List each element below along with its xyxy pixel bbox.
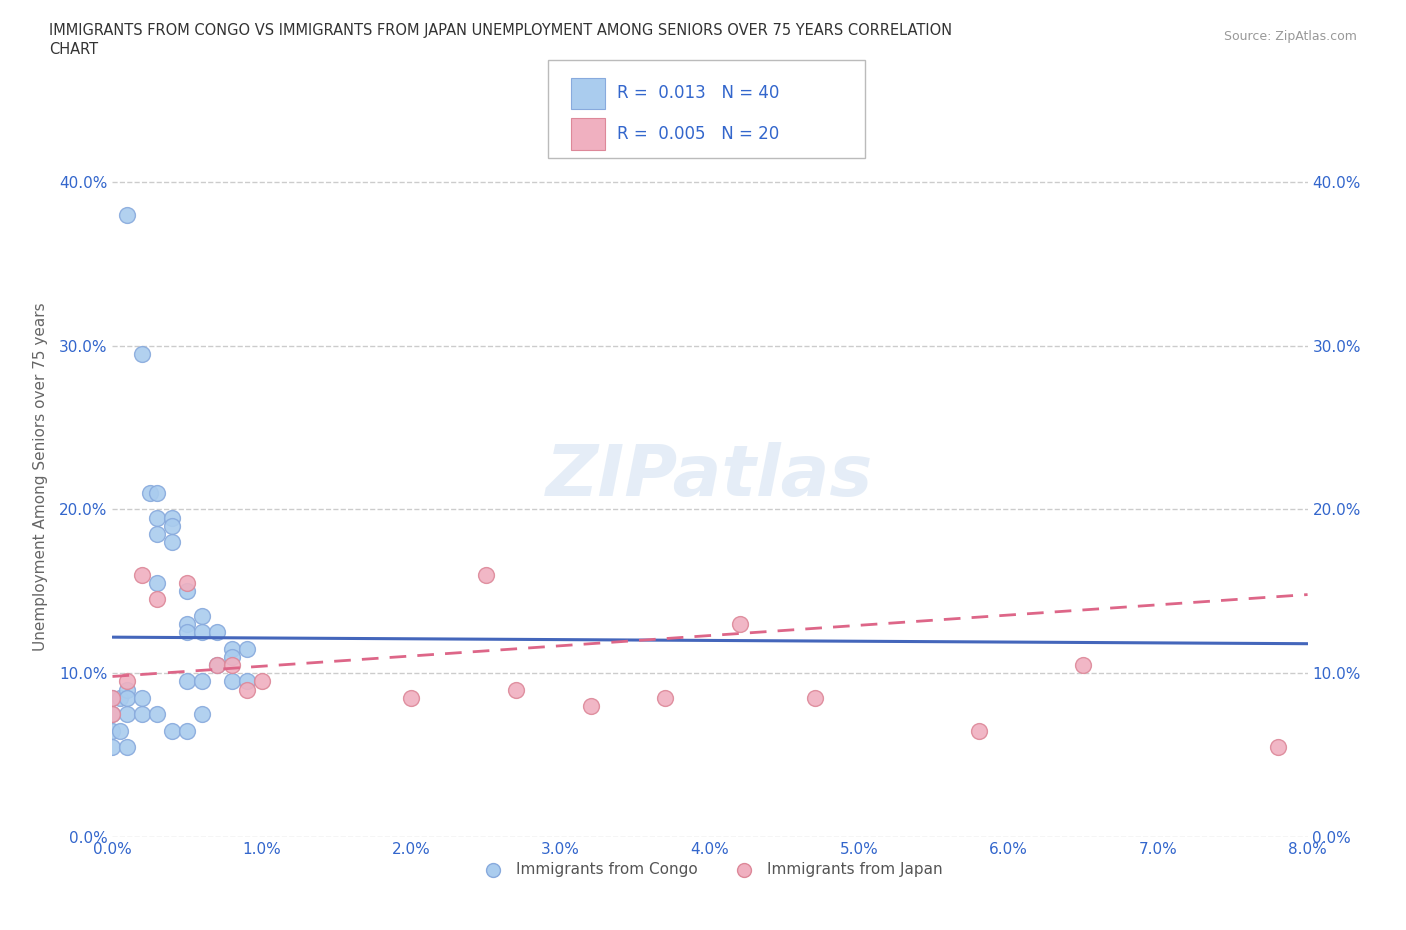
Point xyxy=(654,690,676,705)
Point xyxy=(176,724,198,738)
Point xyxy=(108,724,131,738)
Point xyxy=(221,649,243,664)
Point xyxy=(101,707,124,722)
Point xyxy=(176,617,198,631)
Point xyxy=(176,674,198,689)
Point xyxy=(728,617,751,631)
Point xyxy=(117,707,139,722)
Point xyxy=(146,526,169,541)
Point xyxy=(191,707,214,722)
Point xyxy=(191,625,214,640)
Point xyxy=(162,511,183,525)
Point xyxy=(139,485,162,500)
Point xyxy=(475,567,498,582)
Point xyxy=(191,674,214,689)
Point xyxy=(131,690,153,705)
Point xyxy=(176,584,198,599)
Point xyxy=(146,592,169,607)
Point xyxy=(205,658,228,672)
Point xyxy=(236,641,259,656)
Point xyxy=(146,576,169,591)
Point xyxy=(131,707,153,722)
Point xyxy=(250,674,273,689)
Point xyxy=(146,511,169,525)
Point xyxy=(117,682,139,697)
Point xyxy=(108,690,131,705)
Text: R =  0.005   N = 20: R = 0.005 N = 20 xyxy=(617,125,779,143)
Point xyxy=(162,724,183,738)
Point xyxy=(117,690,139,705)
Point xyxy=(131,567,153,582)
Text: ZIPatlas: ZIPatlas xyxy=(547,442,873,512)
Point xyxy=(101,690,124,705)
Legend: Immigrants from Congo, Immigrants from Japan: Immigrants from Congo, Immigrants from J… xyxy=(472,857,948,884)
Point xyxy=(579,698,602,713)
Point xyxy=(1073,658,1095,672)
Point xyxy=(505,682,527,697)
Point xyxy=(101,690,124,705)
Point xyxy=(1267,739,1289,754)
Point xyxy=(803,690,825,705)
Point xyxy=(236,674,259,689)
Point xyxy=(117,674,139,689)
Point xyxy=(221,674,243,689)
Point xyxy=(205,625,228,640)
Text: CHART: CHART xyxy=(49,42,98,57)
Point xyxy=(176,625,198,640)
Point xyxy=(191,608,214,623)
Point xyxy=(221,658,243,672)
Point xyxy=(146,485,169,500)
Point xyxy=(117,739,139,754)
Point xyxy=(101,707,124,722)
Point xyxy=(101,724,124,738)
Point xyxy=(401,690,423,705)
Point xyxy=(205,658,228,672)
Point xyxy=(146,707,169,722)
Point xyxy=(162,518,183,533)
Text: Source: ZipAtlas.com: Source: ZipAtlas.com xyxy=(1223,30,1357,43)
Point xyxy=(131,346,153,361)
Text: IMMIGRANTS FROM CONGO VS IMMIGRANTS FROM JAPAN UNEMPLOYMENT AMONG SENIORS OVER 7: IMMIGRANTS FROM CONGO VS IMMIGRANTS FROM… xyxy=(49,23,952,38)
Point xyxy=(162,535,183,550)
Text: R =  0.013   N = 40: R = 0.013 N = 40 xyxy=(617,85,779,102)
Point xyxy=(101,739,124,754)
Point xyxy=(221,641,243,656)
Point xyxy=(176,576,198,591)
Point xyxy=(117,207,139,222)
Y-axis label: Unemployment Among Seniors over 75 years: Unemployment Among Seniors over 75 years xyxy=(32,302,48,651)
Point xyxy=(967,724,990,738)
Point xyxy=(236,682,259,697)
